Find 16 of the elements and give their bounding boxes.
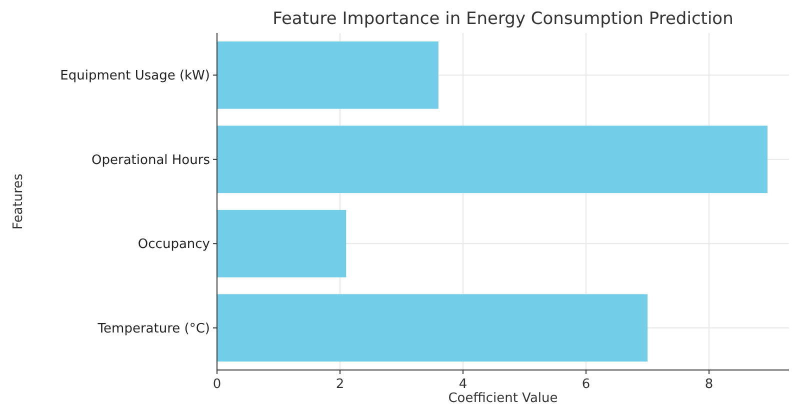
x-tick-label: 2 — [336, 377, 344, 392]
y-axis-title: Features — [11, 173, 26, 230]
x-tick-label: 8 — [704, 377, 714, 392]
bar — [217, 41, 438, 109]
bar — [217, 210, 346, 278]
x-tick-label: 6 — [582, 377, 590, 392]
bar — [217, 126, 768, 194]
y-tick-label: Equipment Usage (kW) — [60, 68, 210, 84]
chart-title: Feature Importance in Energy Consumption Prediction — [272, 9, 734, 29]
y-tick-label: Occupancy — [138, 237, 210, 252]
x-tick-label: 0 — [212, 377, 222, 392]
bar — [217, 294, 648, 362]
y-tick-label: Temperature (°C) — [96, 321, 210, 336]
x-axis-title: Coefficient Value — [448, 391, 558, 406]
y-tick-label: Operational Hours — [92, 152, 210, 168]
x-tick-label: 4 — [458, 377, 468, 392]
